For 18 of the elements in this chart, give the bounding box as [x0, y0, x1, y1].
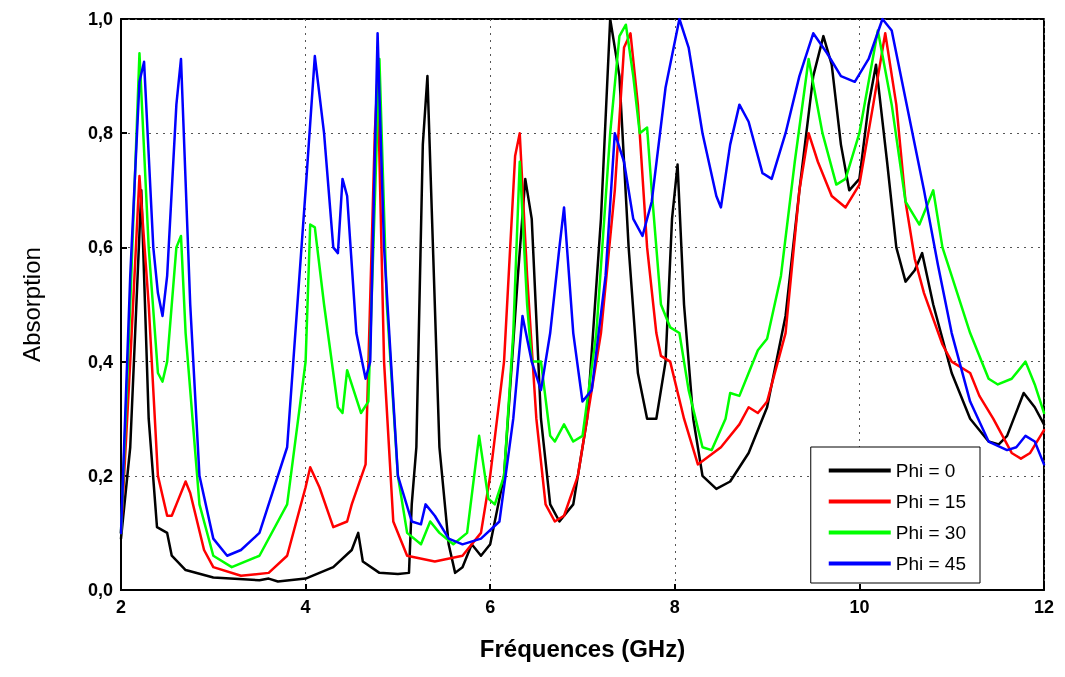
legend-label: Phi = 45: [895, 553, 966, 574]
legend-label: Phi = 0: [895, 460, 956, 481]
x-axis-title: Fréquences (GHz): [479, 634, 686, 662]
x-tick-label: 6: [485, 597, 496, 617]
x-tick-label: 2: [115, 597, 127, 617]
y-tick-label: 0,0: [87, 580, 113, 600]
legend-label: Phi = 15: [895, 491, 966, 512]
y-axis-title: Absorption: [17, 247, 45, 362]
x-tick-label: 10: [849, 597, 870, 617]
y-tick-label: 0,2: [87, 465, 113, 486]
y-tick-label: 0,6: [87, 237, 113, 258]
y-tick-label: 0,8: [87, 123, 113, 144]
x-tick-label: 8: [669, 597, 680, 617]
x-tick-label: 12: [1033, 597, 1054, 617]
y-tick-label: 1,0: [87, 9, 113, 29]
legend-label: Phi = 30: [895, 522, 966, 543]
y-tick-label: 0,4: [87, 351, 113, 372]
x-tick-label: 4: [300, 597, 311, 617]
